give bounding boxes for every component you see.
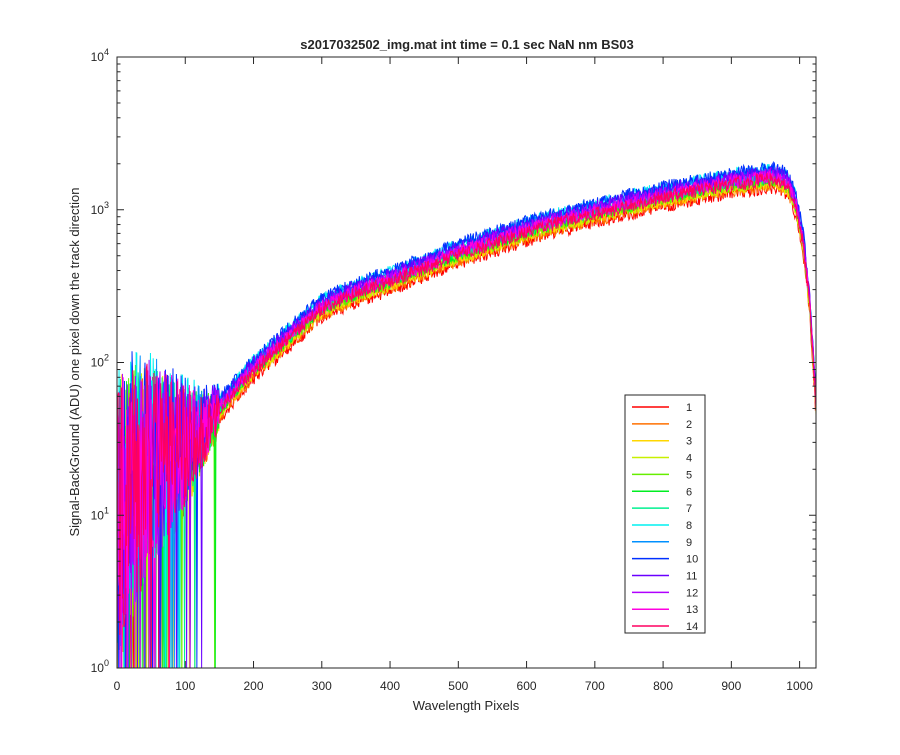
legend-label-1: 1	[686, 402, 692, 414]
legend-label-12: 12	[686, 587, 698, 599]
x-tick-label: 700	[585, 679, 605, 693]
x-axis-title: Wavelength Pixels	[413, 698, 520, 713]
series-line-14	[116, 172, 817, 669]
legend-box	[624, 394, 706, 634]
legend-label-10: 10	[686, 554, 698, 566]
x-tick-label: 100	[175, 679, 195, 693]
x-tick-label: 800	[653, 679, 673, 693]
plot-area	[117, 57, 816, 668]
legend-label-3: 3	[686, 436, 692, 448]
y-tick-label: 101	[91, 505, 109, 522]
chart-title: s2017032502_img.mat int time = 0.1 sec N…	[300, 37, 634, 52]
y-tick-label: 103	[91, 200, 109, 217]
x-tick-label: 600	[517, 679, 537, 693]
legend-label-4: 4	[686, 453, 692, 465]
y-tick-label: 104	[91, 47, 109, 64]
series-lines	[116, 161, 817, 669]
legend-label-5: 5	[686, 469, 692, 481]
y-axis-title: Signal-BackGround (ADU) one pixel down t…	[67, 187, 82, 536]
legend-label-9: 9	[686, 537, 692, 549]
series-line-4	[116, 175, 817, 669]
x-tick-label: 0	[114, 679, 121, 693]
x-tick-label: 900	[721, 679, 741, 693]
legend-label-11: 11	[686, 571, 697, 583]
x-tick-label: 200	[244, 679, 264, 693]
y-tick-label: 100	[91, 658, 109, 675]
legend-label-7: 7	[686, 503, 692, 515]
legend-label-6: 6	[686, 486, 692, 498]
x-tick-label: 400	[380, 679, 400, 693]
x-tick-label: 1000	[786, 679, 813, 693]
legend-label-2: 2	[686, 419, 692, 431]
axis-ticks: 0 100 200 300 400 500 600 700 800 900 100010010110…	[91, 47, 816, 693]
x-tick-label: 300	[312, 679, 332, 693]
legend-label-14: 14	[686, 621, 698, 633]
legend-label-8: 8	[686, 520, 692, 532]
legend-label-13: 13	[686, 604, 698, 616]
y-tick-label: 102	[91, 353, 109, 370]
x-tick-label: 500	[448, 679, 468, 693]
